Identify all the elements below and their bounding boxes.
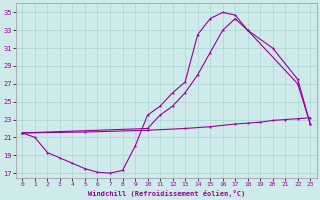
X-axis label: Windchill (Refroidissement éolien,°C): Windchill (Refroidissement éolien,°C) — [88, 190, 245, 197]
